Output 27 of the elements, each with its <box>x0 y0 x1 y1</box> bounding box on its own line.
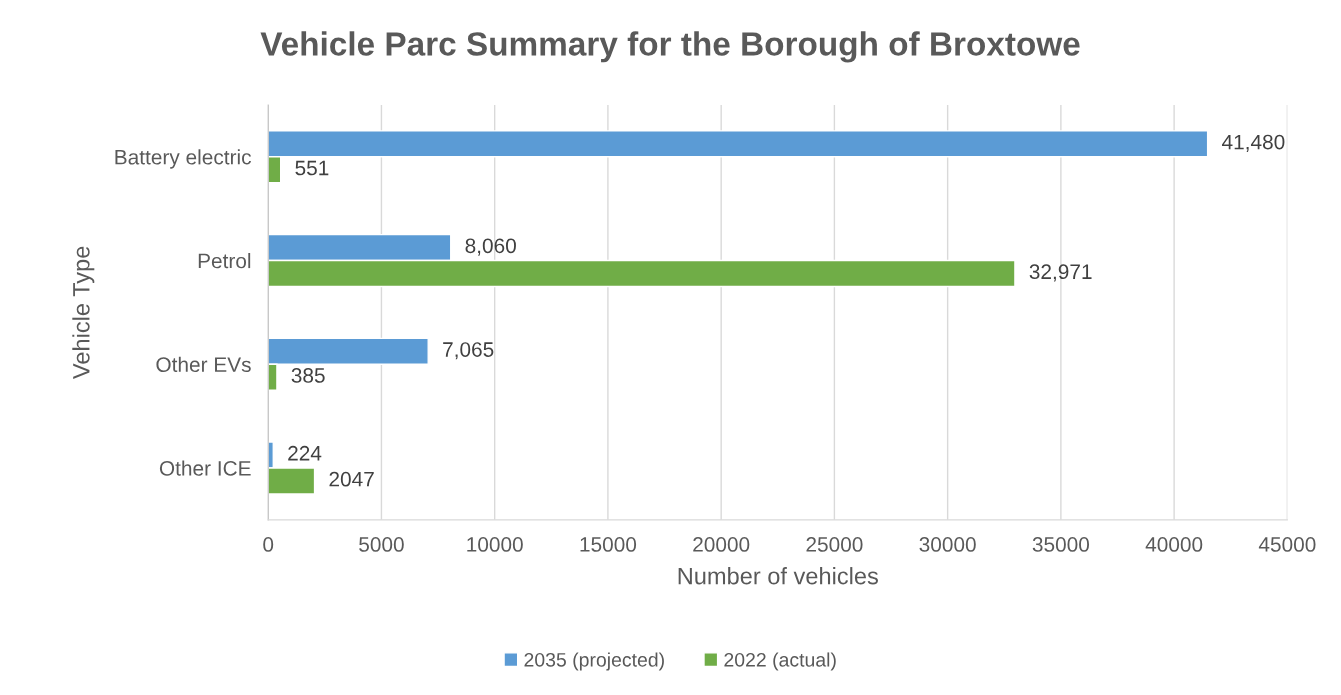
x-tick-label: 35000 <box>1032 537 1090 552</box>
x-tick-label: 40000 <box>1145 537 1203 552</box>
data-label: 32,971 <box>1029 264 1092 282</box>
x-tick-label: 0 <box>263 537 274 552</box>
x-tick-label: 5000 <box>359 537 404 552</box>
data-label: 2047 <box>329 471 374 487</box>
data-label: 8,060 <box>465 238 516 256</box>
data-label: 551 <box>295 160 329 176</box>
x-tick-label: 30000 <box>919 537 976 552</box>
x-tick-label: 10000 <box>467 537 523 552</box>
x-tick-label: 20000 <box>693 537 750 552</box>
y-tick-label: Battery electric <box>115 149 251 169</box>
x-tick-label: 45000 <box>1258 537 1316 552</box>
chart-title: Vehicle Parc Summary for the Borough of Broxtowe <box>260 31 1080 63</box>
data-label: 385 <box>291 368 325 383</box>
x-tick-label: 25000 <box>806 537 863 552</box>
data-label: 41,480 <box>1222 134 1285 152</box>
x-axis-title: Number of vehicles <box>678 567 878 585</box>
legend-label: 2035 (projected) <box>524 652 664 671</box>
legend-label: 2022 (actual) <box>724 652 836 671</box>
data-label: 7,065 <box>443 342 494 360</box>
y-tick-label: Other ICE <box>159 460 251 476</box>
y-tick-label: Petrol <box>198 252 251 269</box>
y-axis-title: Vehicle Type <box>72 246 95 380</box>
data-label: 224 <box>288 445 322 461</box>
x-tick-label: 15000 <box>580 537 637 552</box>
y-tick-label: Other EVs <box>156 356 251 373</box>
